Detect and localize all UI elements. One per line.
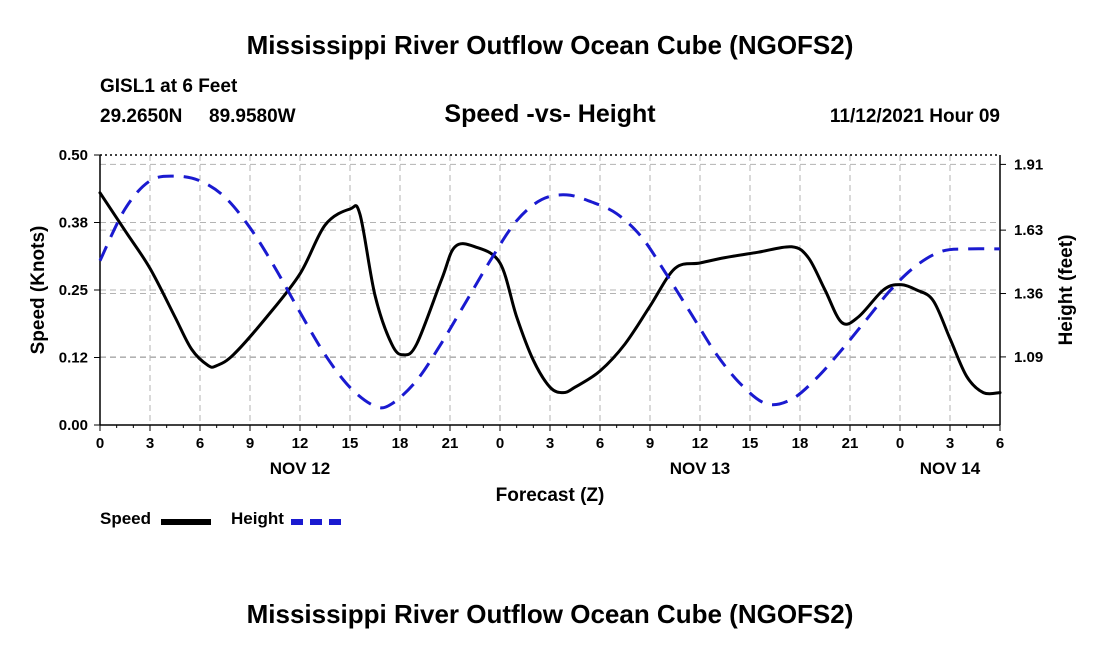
- x-tick-label: 21: [442, 435, 459, 452]
- x-tick-label: 15: [342, 435, 359, 452]
- x-tick-label: 3: [946, 435, 954, 452]
- station-name: GISL1 at 6 Feet: [100, 76, 238, 97]
- y-right-tick-label: 1.63: [1014, 222, 1043, 239]
- date-label: NOV 12: [270, 459, 330, 478]
- x-tick-label: 18: [792, 435, 809, 452]
- x-tick-label: 6: [596, 435, 604, 452]
- x-axis-title: Forecast (Z): [496, 485, 605, 506]
- y-right-tick-label: 1.36: [1014, 286, 1043, 303]
- page-title-repeat: Mississippi River Outflow Ocean Cube (NG…: [246, 599, 854, 629]
- page-title: Mississippi River Outflow Ocean Cube (NG…: [246, 30, 854, 60]
- y-left-tick-label: 0.00: [59, 417, 88, 434]
- date-label: NOV 13: [670, 459, 730, 478]
- date-label: NOV 14: [920, 459, 981, 478]
- legend-swatch-height: [291, 519, 341, 525]
- chart-canvas: 0 3 6 9 12 15 18 21 0 3 6 9 12 15 18 21 0 3 6 0.00 0.12 0.25 0…: [28, 147, 1077, 506]
- x-tick-label: 18: [392, 435, 409, 452]
- legend-label-height: Height: [231, 509, 284, 528]
- legend-label-speed: Speed: [100, 509, 152, 528]
- forecast-timestamp: 11/12/2021 Hour 09: [829, 106, 1000, 127]
- series-line-speed: [98, 191, 1002, 396]
- y-right-tick-label: 1.09: [1014, 349, 1043, 366]
- y-left-tick-label: 0.50: [59, 147, 88, 164]
- station-lat: 29.2650N: [100, 106, 183, 127]
- legend-swatch-speed: [161, 519, 211, 525]
- x-tick-label: 15: [742, 435, 759, 452]
- x-tick-label: 3: [146, 435, 154, 452]
- y-left-tick-label: 0.12: [59, 350, 88, 367]
- y-left-tick-label: 0.25: [59, 282, 88, 299]
- station-lon: 89.9580W: [209, 106, 296, 127]
- x-tick-label: 12: [692, 435, 709, 452]
- x-tick-label: 3: [546, 435, 554, 452]
- x-tick-label: 0: [896, 435, 904, 452]
- x-tick-label: 0: [96, 435, 104, 452]
- chart-title: Speed -vs- Height: [444, 100, 656, 128]
- x-tick-label: 9: [646, 435, 654, 452]
- x-tick-label: 9: [246, 435, 254, 452]
- x-tick-label: 6: [996, 435, 1004, 452]
- x-tick-label: 12: [292, 435, 309, 452]
- x-tick-label: 21: [842, 435, 859, 452]
- y-left-axis-title: Speed (Knots): [28, 226, 49, 355]
- x-tick-label: 6: [196, 435, 204, 452]
- y-left-tick-label: 0.38: [59, 215, 88, 232]
- y-right-tick-label: 1.91: [1014, 156, 1043, 173]
- series-line-height: [98, 174, 1001, 410]
- x-tick-label: 0: [496, 435, 504, 452]
- y-right-axis-title: Height (feet): [1056, 235, 1077, 346]
